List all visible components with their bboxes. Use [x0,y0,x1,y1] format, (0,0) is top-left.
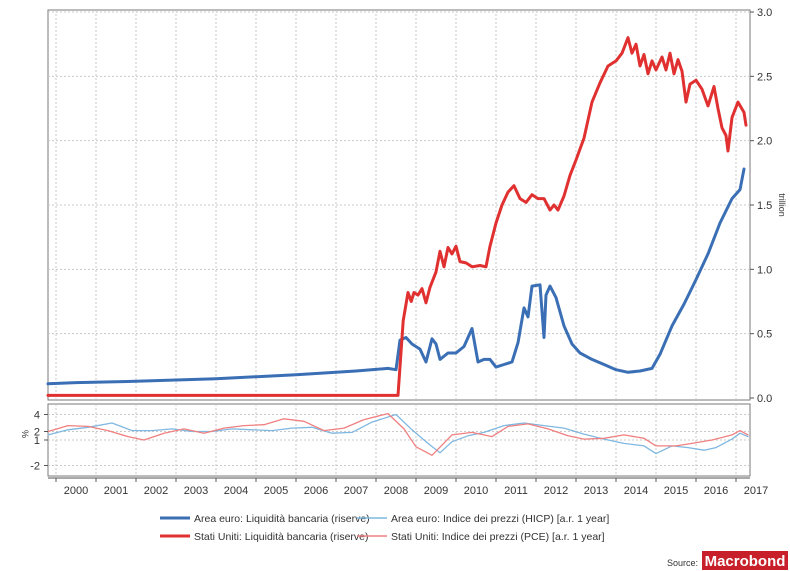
x-tick-label: 2015 [664,485,688,497]
series-line [46,36,748,397]
legend-item-label: Area euro: Indice dei prezzi (HICP) [a.r… [391,513,609,525]
top-plot-y-axis: 0.0 0.5 1.0 1.5 2.0 2.5 3.0 [750,7,772,405]
y-tick-label: 4 [34,410,40,422]
y-tick-label: 2.5 [757,71,772,83]
y-tick-label: 1 [34,435,40,447]
y-tick-label: 0.5 [757,329,772,341]
series-line [47,412,749,456]
legend-item-label: Stati Uniti: Liquidità bancaria (riserve… [194,531,369,543]
legend-item-label: Area euro: Liquidità bancaria (riserve) [194,513,370,525]
legend: Area euro: Liquidità bancaria (riserve) … [160,513,609,543]
legend-item-label: Stati Uniti: Indice dei prezzi (PCE) [a.… [391,531,605,543]
x-axis: 2000 2001 2002 2003 2004 2005 2006 2007 2008 2009… [48,477,768,497]
x-tick-label: 2002 [144,485,168,497]
x-tick-label: 2007 [344,485,368,497]
top-plot-y-label: trillion [777,193,787,217]
x-tick-label: 2011 [504,485,528,497]
y-tick-label: 1.5 [757,200,772,212]
x-tick-label: 2008 [384,485,408,497]
top-plot-series [46,36,748,397]
top-plot-grid [48,10,750,400]
x-tick-label: 2001 [104,485,128,497]
y-tick-label: 2 [34,427,40,439]
x-tick-label: 2009 [424,485,448,497]
x-tick-label: 2004 [224,485,248,497]
x-tick-label: 2014 [624,485,648,497]
y-tick-label: 1.0 [757,264,772,276]
x-tick-label: 2010 [464,485,488,497]
x-tick-label: 2000 [64,485,88,497]
y-tick-label: 0.0 [757,393,772,405]
series-line [46,167,746,386]
x-tick-label: 2013 [584,485,608,497]
x-tick-label: 2016 [704,485,728,497]
x-tick-label: 2012 [544,485,568,497]
macrobond-logo-box [702,551,788,570]
y-tick-label: -2 [30,461,40,473]
x-tick-label: 2003 [184,485,208,497]
source-label: Source: [667,558,698,568]
series-line [47,413,749,455]
macrobond-logo: Macrobond [705,553,786,570]
y-tick-label: 2.0 [757,136,772,148]
bottom-plot-y-label: % [20,430,30,438]
y-tick-label: 3.0 [757,7,772,19]
x-tick-label: 2006 [304,485,328,497]
bottom-plot-series [47,412,749,456]
bottom-plot-grid [48,404,750,476]
bottom-plot-y-axis: 4 21 -2 [30,410,48,473]
x-tick-label: 2017 [744,485,768,497]
x-tick-label: 2005 [264,485,288,497]
